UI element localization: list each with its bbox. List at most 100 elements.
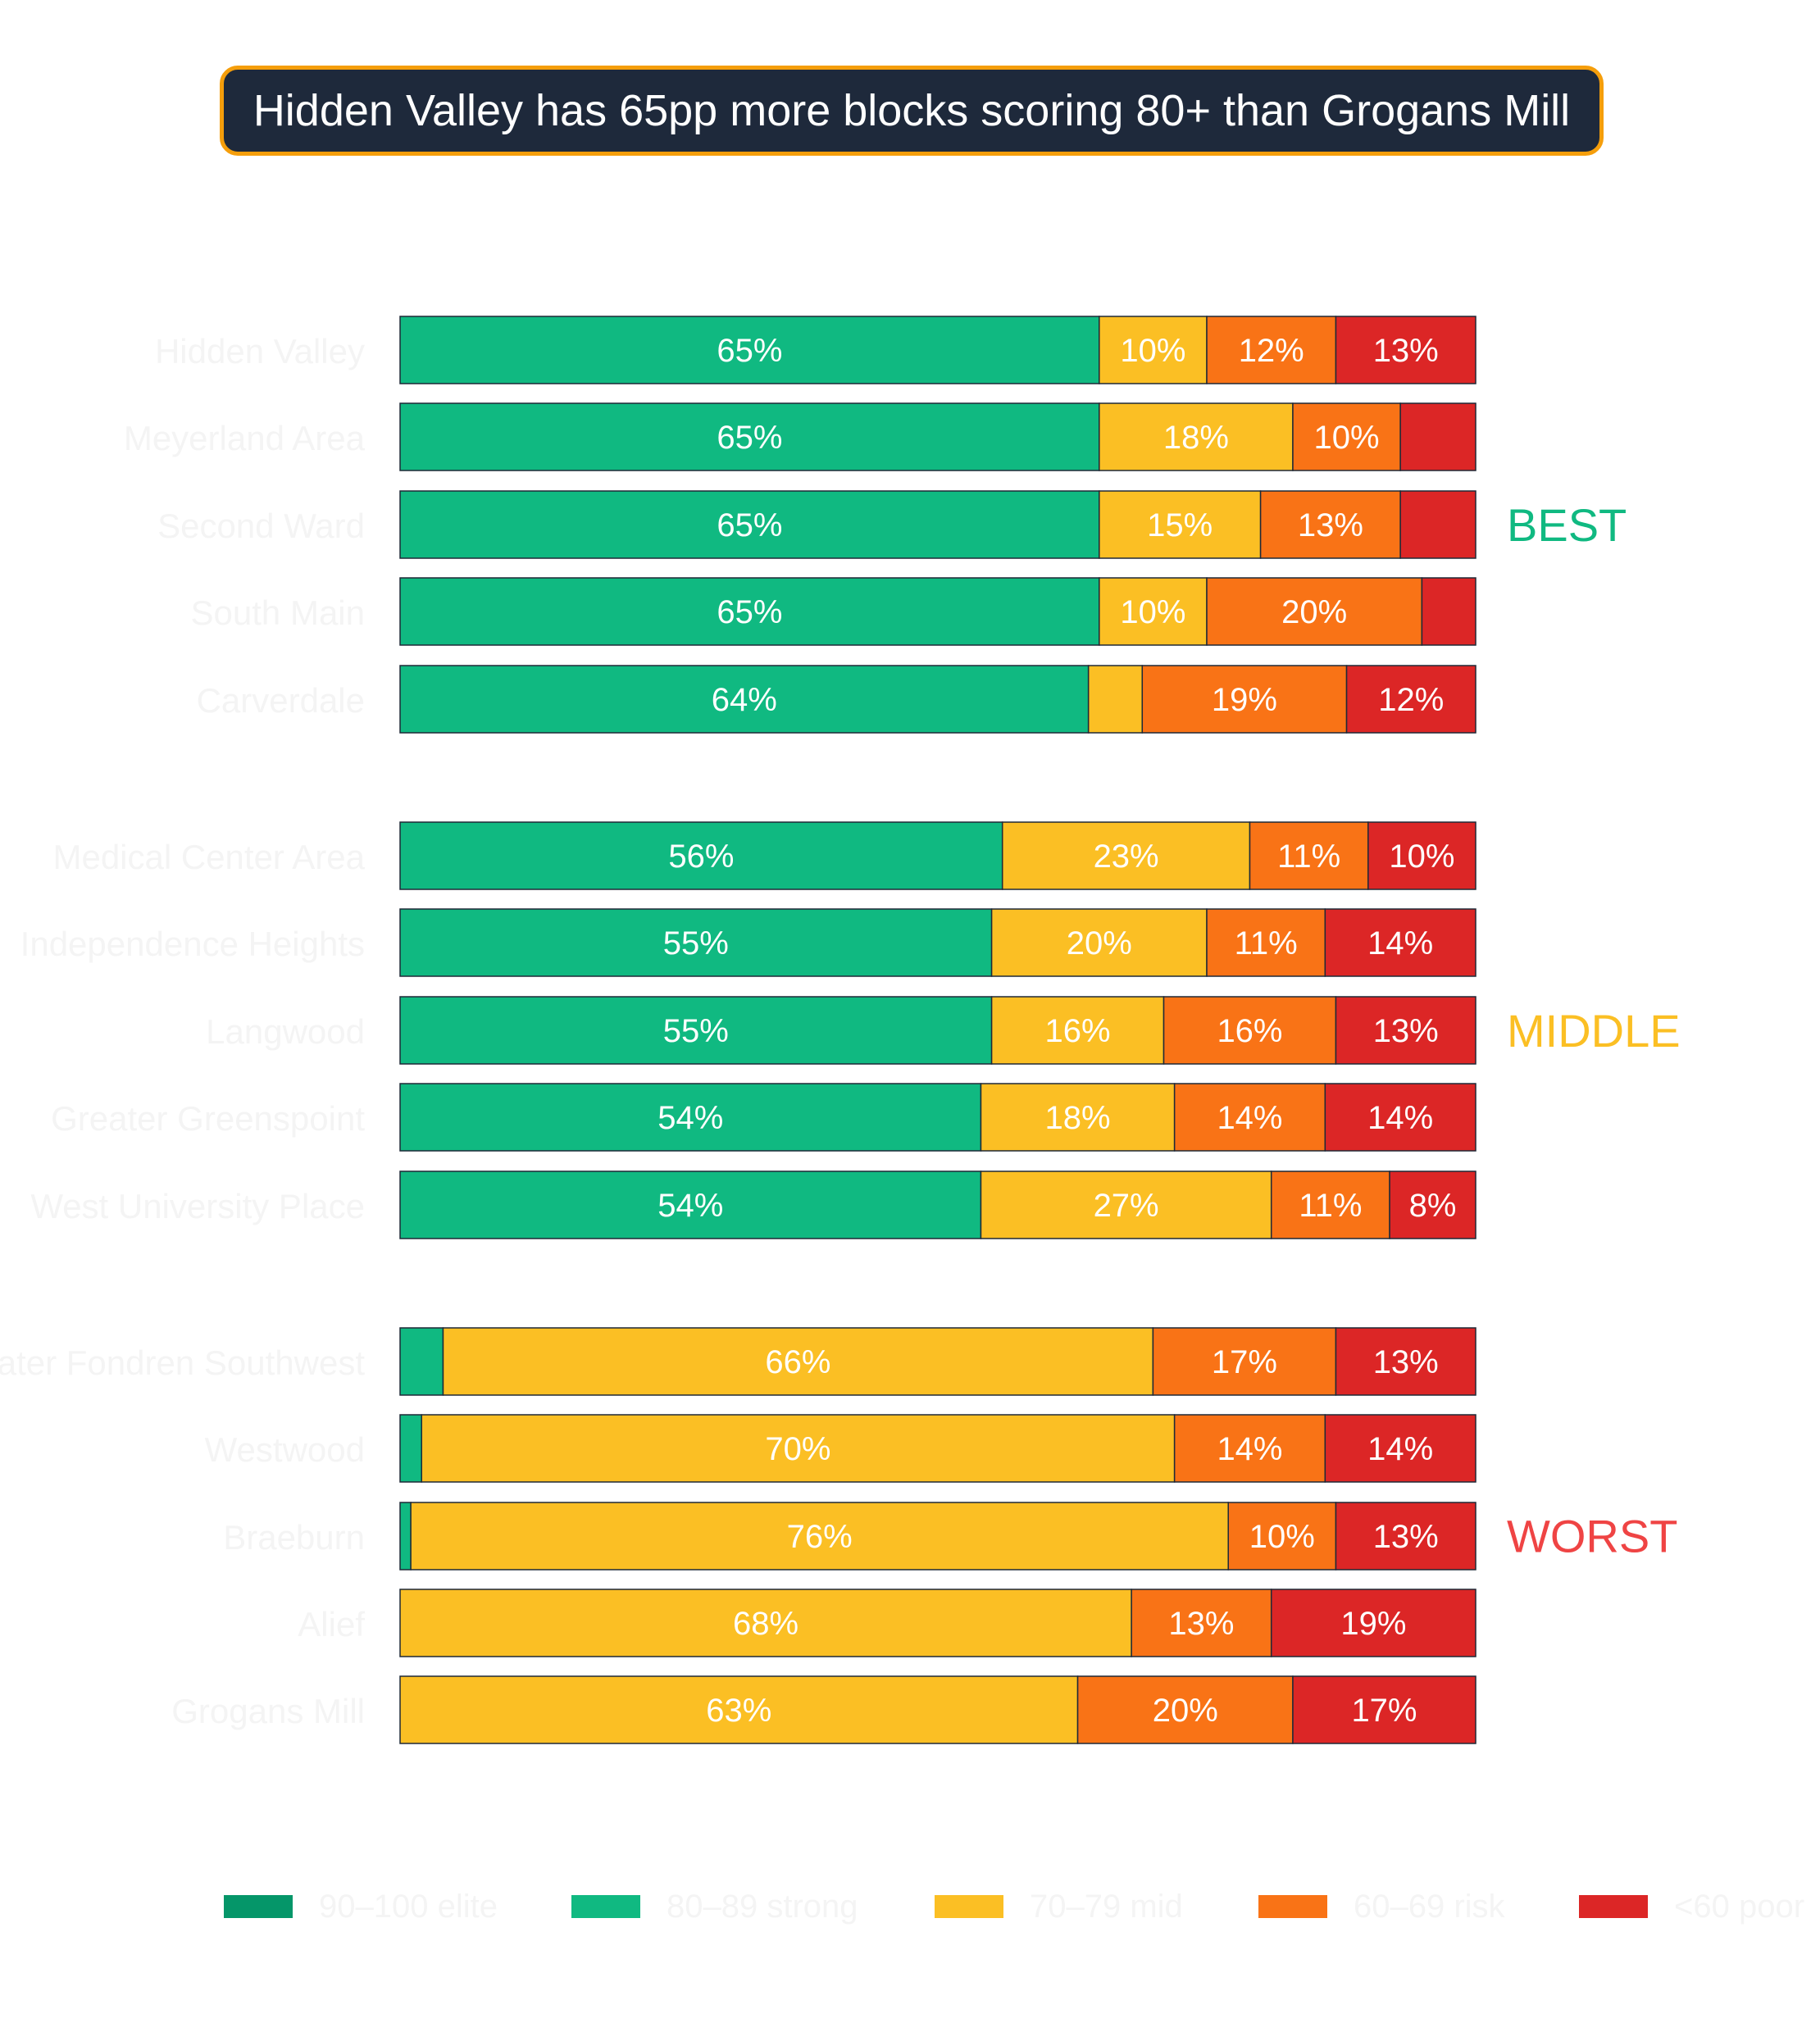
data-label: 13% (1373, 333, 1439, 369)
bar-segment-80-89-strong (399, 577, 1100, 646)
data-label: 55% (663, 925, 729, 961)
bar-segment-80-89-strong (399, 1171, 982, 1239)
bar-segment-60-69-risk (1173, 1414, 1326, 1483)
data-label: 23% (1094, 839, 1159, 875)
data-label: 14% (1367, 1431, 1433, 1467)
data-label: 10% (1120, 333, 1185, 369)
bar-segment-80-89-strong (399, 402, 1100, 471)
data-label: 16% (1217, 1013, 1282, 1049)
bar-segment-60-poor (1324, 1083, 1476, 1152)
bar-segment-80-89-strong (399, 1502, 412, 1571)
data-label: 65% (717, 594, 782, 630)
bar-segment-70-79-mid (410, 1502, 1229, 1571)
data-label: 13% (1373, 1519, 1439, 1555)
bar-segment-80-89-strong (399, 996, 993, 1065)
bar-segment-60-69-risk (1076, 1675, 1294, 1744)
bar-segment-60-poor (1335, 1327, 1476, 1396)
group-label-middle: MIDDLE (1507, 1005, 1681, 1057)
category-label-braeburn: Braeburn (223, 1518, 365, 1557)
data-label: 12% (1239, 333, 1304, 369)
category-label-medical-center-area: Medical Center Area (52, 838, 365, 876)
data-label: 54% (657, 1100, 723, 1136)
data-label: 19% (1340, 1606, 1406, 1642)
data-label: 14% (1217, 1431, 1282, 1467)
data-label: 18% (1163, 420, 1229, 456)
category-label-carverdale: Carverdale (197, 681, 365, 720)
bar-segment-60-69-risk (1292, 402, 1401, 471)
bar-segment-70-79-mid (1099, 316, 1208, 384)
bar-segment-70-79-mid (980, 1083, 1176, 1152)
data-label: 14% (1367, 925, 1433, 961)
bar-segment-80-89-strong (399, 908, 993, 977)
bar-segment-60-poor (1421, 577, 1476, 646)
group-label-worst: WORST (1507, 1511, 1677, 1562)
bar-segment-70-79-mid (1001, 821, 1251, 890)
data-label: 20% (1153, 1693, 1218, 1729)
bar-segment-80-89-strong (399, 1083, 982, 1152)
bar-segment-60-poor (1335, 316, 1476, 384)
data-label: 76% (787, 1519, 853, 1555)
data-label: 19% (1212, 682, 1277, 718)
data-label: 70% (765, 1431, 830, 1467)
bar-segment-60-poor (1335, 996, 1476, 1065)
data-label: 11% (1277, 839, 1340, 875)
bar-segment-60-69-risk (1141, 665, 1348, 734)
data-label: 8% (1409, 1188, 1457, 1224)
category-label-westwood: Westwood (205, 1430, 365, 1469)
bar-segment-60-poor (1270, 1589, 1476, 1657)
bar-segment-60-69-risk (1206, 316, 1337, 384)
category-label-greater-fondren-southwest: Greater Fondren Southwest (0, 1343, 365, 1382)
data-label: 13% (1373, 1344, 1439, 1380)
data-label: 54% (657, 1188, 723, 1224)
data-label: 65% (717, 420, 782, 456)
category-label-west-university-place: West University Place (30, 1187, 365, 1225)
data-label: 20% (1281, 594, 1347, 630)
data-label: 66% (765, 1344, 830, 1380)
bar-segment-70-79-mid (421, 1414, 1176, 1483)
data-label: 17% (1351, 1693, 1417, 1729)
data-label: 56% (668, 839, 734, 875)
data-label: 55% (663, 1013, 729, 1049)
bar-segment-60-69-risk (1227, 1502, 1337, 1571)
bar-segment-60-poor (1324, 1414, 1476, 1483)
data-label: 65% (717, 333, 782, 369)
bar-segment-80-89-strong (399, 821, 1003, 890)
data-label: 16% (1045, 1013, 1111, 1049)
bar-segment-60-69-risk (1206, 577, 1423, 646)
data-label: 10% (1249, 1519, 1315, 1555)
bar-segment-60-poor (1335, 1502, 1476, 1571)
bar-segment-60-poor (1399, 402, 1476, 471)
legend-label-90-100-elite: 90–100 elite (319, 1889, 498, 1925)
legend-swatch-90-100-elite (224, 1895, 293, 1918)
data-label: 12% (1378, 682, 1444, 718)
group-label-best: BEST (1507, 499, 1627, 551)
bar-segment-80-89-strong (399, 1327, 444, 1396)
category-label-langwood: Langwood (206, 1012, 365, 1051)
bar-segment-60-69-risk (1152, 1327, 1337, 1396)
data-label: 10% (1120, 594, 1185, 630)
data-label: 13% (1373, 1013, 1439, 1049)
bar-segment-60-poor (1292, 1675, 1476, 1744)
bar-segment-60-poor (1367, 821, 1476, 890)
bar-segment-60-69-risk (1259, 490, 1401, 559)
legend-swatch-60-69-risk (1258, 1895, 1327, 1918)
bar-segment-70-79-mid (980, 1171, 1272, 1239)
bar-segment-60-69-risk (1270, 1171, 1390, 1239)
bar-segment-80-89-strong (399, 490, 1100, 559)
bar-segment-70-79-mid (1099, 577, 1208, 646)
data-label: 18% (1045, 1100, 1111, 1136)
category-label-south-main: South Main (191, 593, 365, 632)
data-label: 64% (712, 682, 777, 718)
bar-segment-60-69-risk (1206, 908, 1326, 977)
bar-segment-80-89-strong (399, 316, 1100, 384)
data-label: 65% (717, 507, 782, 543)
data-label: 17% (1212, 1344, 1277, 1380)
legend-swatch-60-poor (1579, 1895, 1648, 1918)
category-label-meyerland-area: Meyerland Area (124, 419, 366, 457)
bar-segment-70-79-mid (399, 1589, 1132, 1657)
data-label: 14% (1367, 1100, 1433, 1136)
data-label: 68% (733, 1606, 799, 1642)
legend-swatch-70-79-mid (935, 1895, 1003, 1918)
bar-segment-70-79-mid (442, 1327, 1154, 1396)
category-label-greater-greenspoint: Greater Greenspoint (51, 1099, 365, 1138)
